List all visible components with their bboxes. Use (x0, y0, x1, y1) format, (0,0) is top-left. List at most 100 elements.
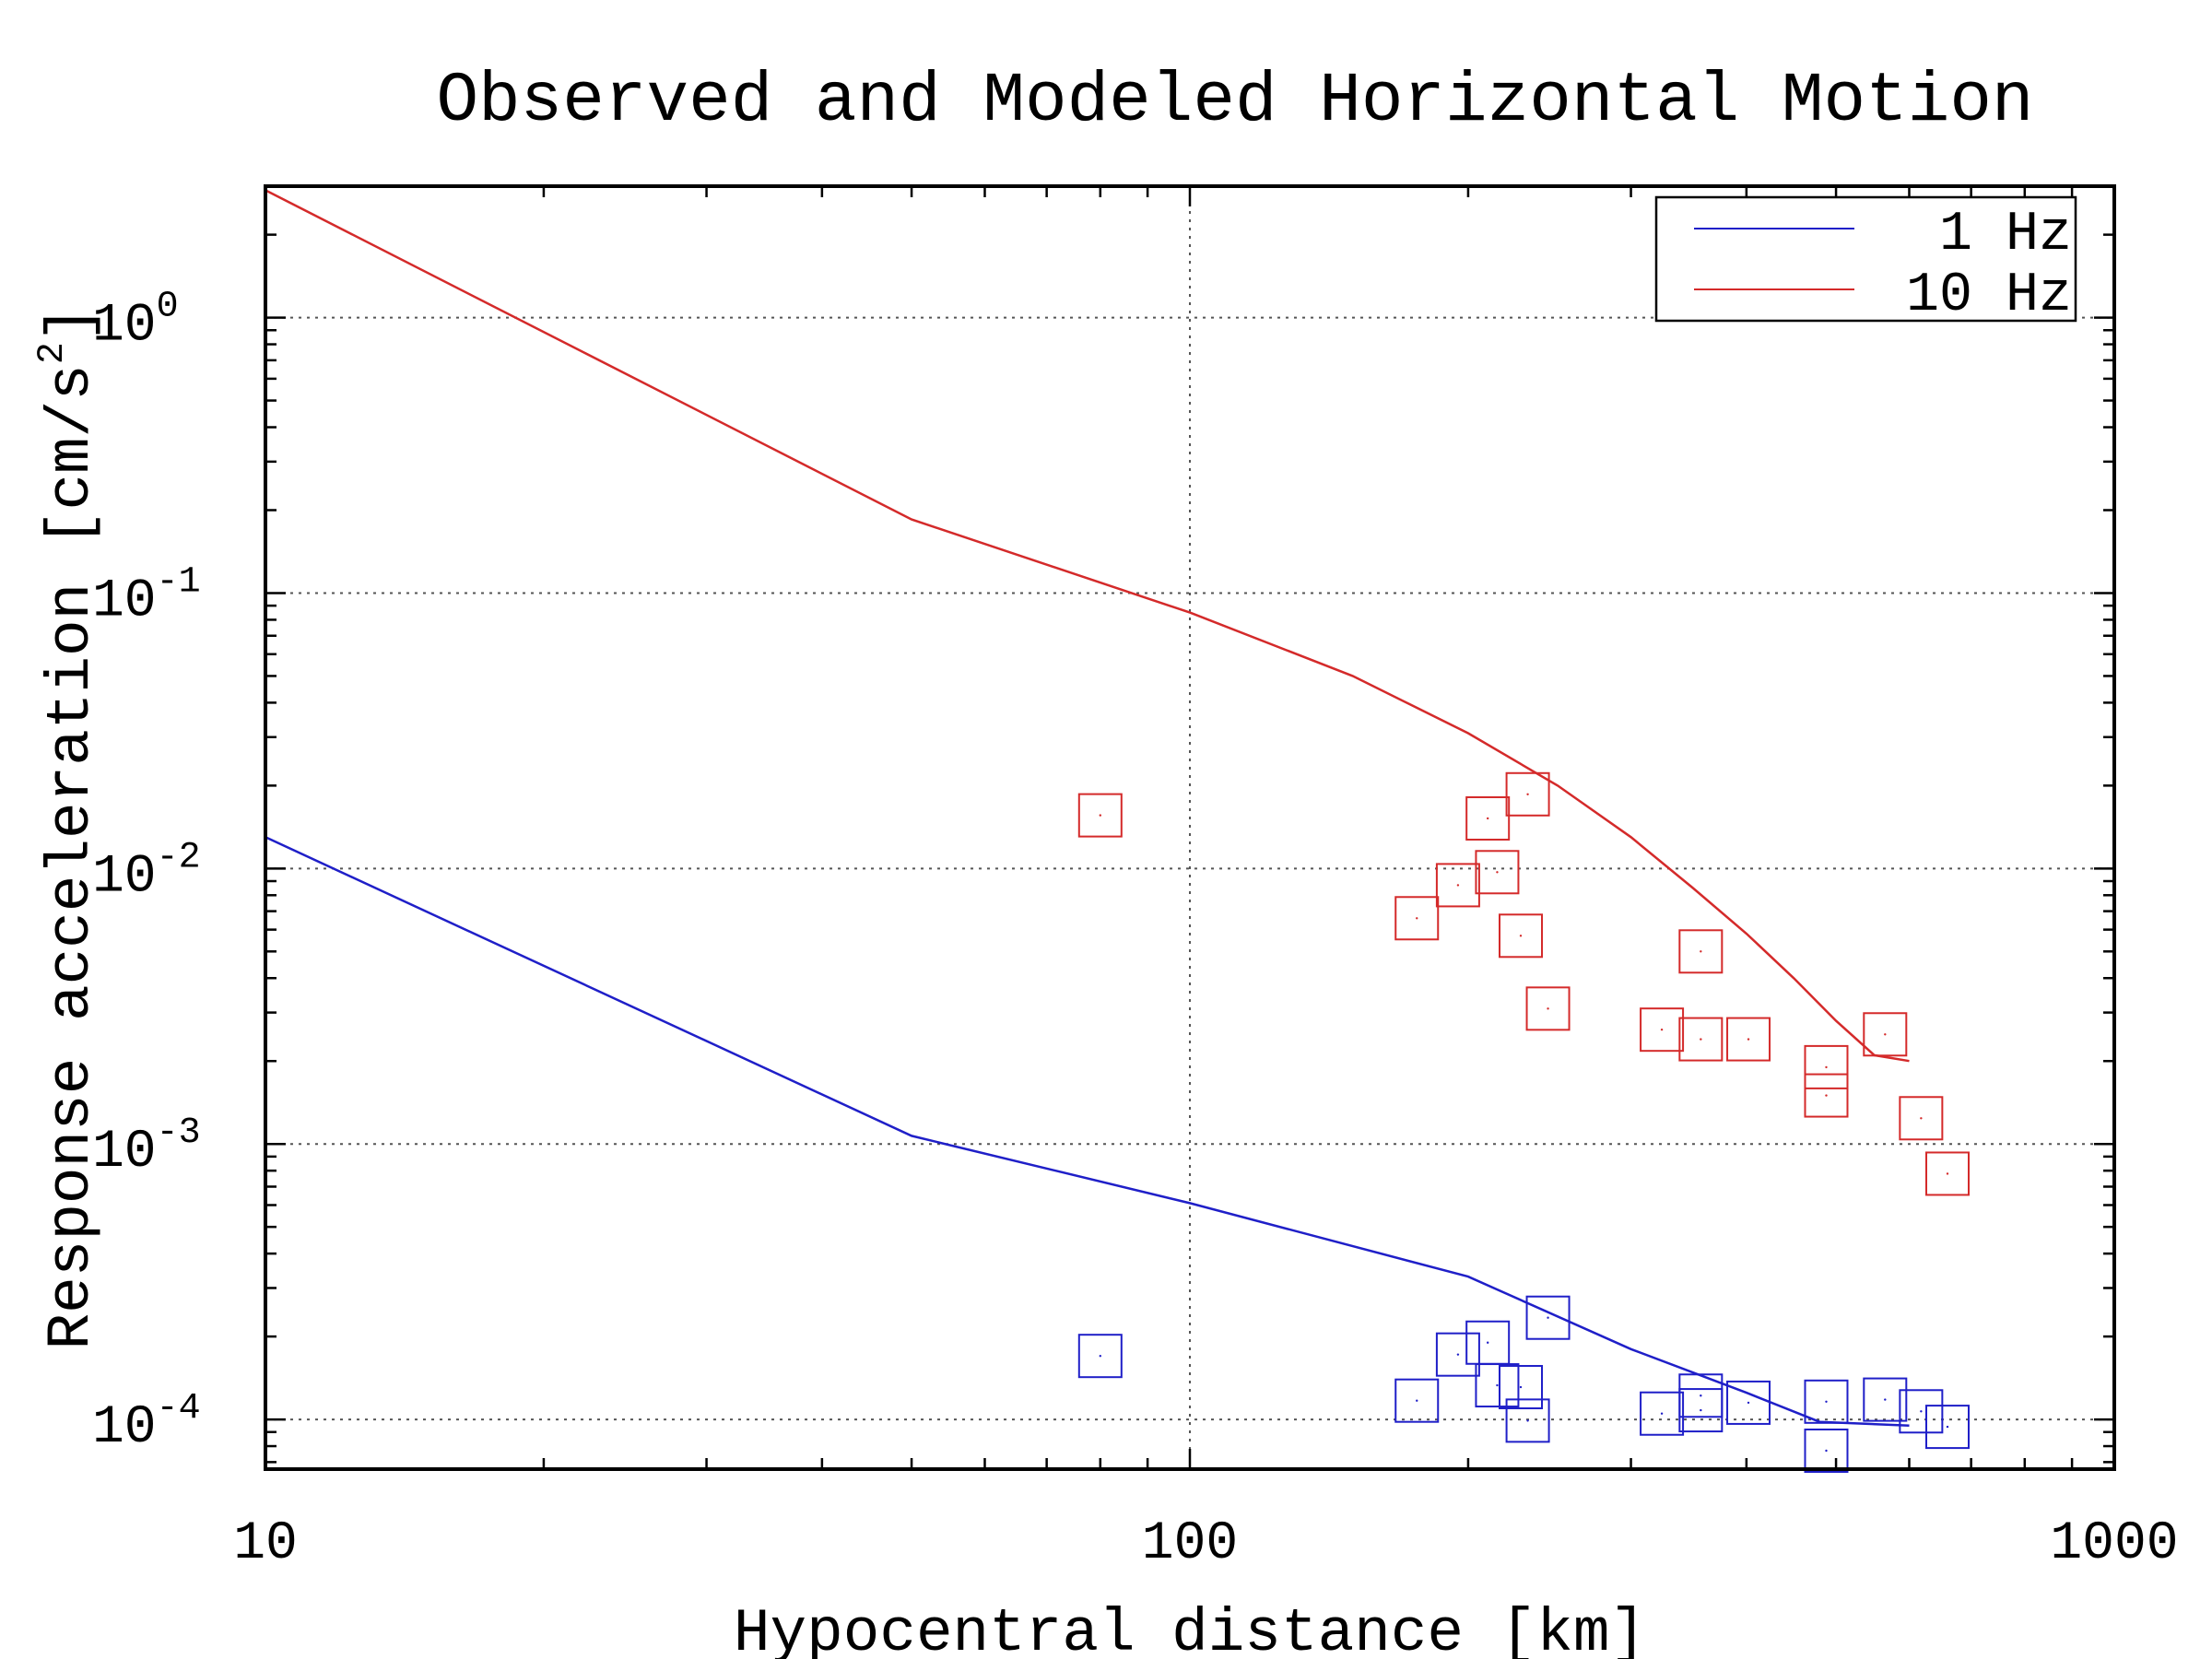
data-point-marker (1804, 1428, 1849, 1473)
y-tick-label-exponent: -3 (157, 1112, 201, 1154)
legend: 1 Hz 10 Hz (1654, 195, 2077, 327)
data-point-center (1825, 1400, 1828, 1404)
data-point-marker (1899, 1096, 1944, 1141)
data-point-center (1416, 1399, 1418, 1402)
data-point-marker (1678, 1388, 1724, 1433)
data-point-center (1099, 1354, 1101, 1358)
data-point-center (1920, 1117, 1923, 1120)
data-point-marker (1726, 1017, 1771, 1062)
data-point-center (1884, 1398, 1887, 1401)
y-tick-label-exponent: -1 (157, 561, 201, 603)
series-lines (265, 189, 1910, 1427)
y-tick-label-exponent: -2 (157, 837, 201, 878)
data-point-center (1946, 1425, 1949, 1429)
y-axis-label-main: Response acceleration [cm/s (37, 364, 106, 1349)
data-point-marker (1525, 1295, 1571, 1340)
data-point-marker (1435, 863, 1480, 908)
data-point-center (1547, 1316, 1549, 1319)
y-axis-label-superscript: 2 (32, 342, 74, 364)
y-tick-label: 10-1 (92, 561, 201, 631)
y-tick-label: 100 (92, 287, 179, 357)
data-point-center (1416, 917, 1418, 920)
data-point-marker (1899, 1389, 1944, 1434)
data-point-marker (1925, 1151, 1971, 1196)
data-point-center (1099, 814, 1101, 817)
data-point-marker (1863, 1012, 1908, 1057)
legend-box (1654, 195, 2077, 323)
data-point-center (1486, 817, 1489, 820)
series-line-10hz (265, 189, 1910, 1063)
data-point-marker (1465, 795, 1511, 841)
data-point-center (1526, 793, 1529, 795)
data-point-center (1884, 1033, 1887, 1036)
data-point-center (1660, 1028, 1664, 1031)
data-point-marker (1863, 1377, 1908, 1422)
data-point-center (1456, 1353, 1460, 1356)
data-point-center (1920, 1410, 1923, 1413)
data-point-marker (1640, 1391, 1685, 1436)
data-point-center (1496, 1383, 1499, 1387)
data-point-marker (1678, 929, 1724, 974)
data-point-marker (1499, 1365, 1544, 1410)
data-point-marker (1394, 1378, 1440, 1423)
x-tick-label: 100 (1142, 1514, 1238, 1574)
data-point-marker (1804, 1379, 1849, 1424)
data-point-marker (1499, 913, 1544, 959)
grid-layer (265, 186, 2114, 1469)
legend-label-1hz: 1 Hz (1939, 204, 2072, 266)
data-point-center (1825, 1065, 1828, 1069)
data-point-center (1519, 1385, 1523, 1389)
y-tick-label-base: 10 (92, 571, 157, 631)
data-point-center (1660, 1412, 1664, 1415)
data-point-center (1700, 1394, 1702, 1397)
chart-title: Observed and Modeled Horizontal Motion (436, 62, 2033, 141)
data-point-center (1486, 1341, 1489, 1344)
y-axis-label: Response acceleration [cm/s2] (32, 306, 106, 1350)
data-point-marker (1726, 1380, 1771, 1425)
y-tick-label-base: 10 (92, 297, 157, 357)
data-point-marker (1394, 896, 1440, 941)
y-tick-label-exponent: 0 (157, 287, 179, 328)
data-point-center (1700, 1408, 1702, 1412)
x-tick-label: 10 (233, 1514, 298, 1574)
legend-label-10hz: 10 Hz (1906, 265, 2072, 327)
data-point-marker (1077, 1334, 1123, 1379)
x-tick-label: 1000 (2050, 1514, 2178, 1574)
data-point-marker (1505, 1398, 1550, 1443)
series-line-1hz (265, 836, 1910, 1427)
data-point-center (1747, 1401, 1750, 1405)
y-tick-label: 10-4 (92, 1388, 201, 1458)
data-point-marker (1678, 1017, 1724, 1062)
scatter-markers (1077, 771, 1971, 1473)
data-point-marker (1475, 850, 1520, 895)
y-axis-label-close: ] (37, 306, 106, 343)
y-tick-label: 10-2 (92, 837, 201, 907)
data-point-center (1526, 1419, 1529, 1422)
data-point-center (1825, 1449, 1828, 1453)
data-point-marker (1804, 1073, 1849, 1118)
data-point-marker (1505, 771, 1550, 817)
plot-frame (264, 184, 2116, 1471)
data-point-marker (1925, 1405, 1971, 1450)
y-tick-label: 10-3 (92, 1112, 201, 1182)
y-tick-label-exponent: -4 (157, 1388, 201, 1430)
data-point-center (1946, 1172, 1949, 1175)
x-axis-label: Hypocentral distance [km] (734, 1599, 1646, 1659)
y-tick-label-base: 10 (92, 1123, 157, 1182)
data-point-center (1519, 935, 1523, 937)
data-point-marker (1640, 1007, 1685, 1053)
data-point-center (1825, 1094, 1828, 1097)
data-point-marker (1804, 1044, 1849, 1089)
data-point-marker (1077, 793, 1123, 838)
data-point-center (1496, 871, 1499, 874)
data-point-marker (1435, 1332, 1480, 1377)
data-point-marker (1475, 1363, 1520, 1408)
data-point-center (1700, 950, 1702, 953)
y-tick-label-base: 10 (92, 1398, 157, 1458)
data-point-center (1700, 1038, 1702, 1041)
data-point-center (1747, 1038, 1750, 1041)
x-tick-labels: 10 100 1000 (233, 1514, 2178, 1574)
